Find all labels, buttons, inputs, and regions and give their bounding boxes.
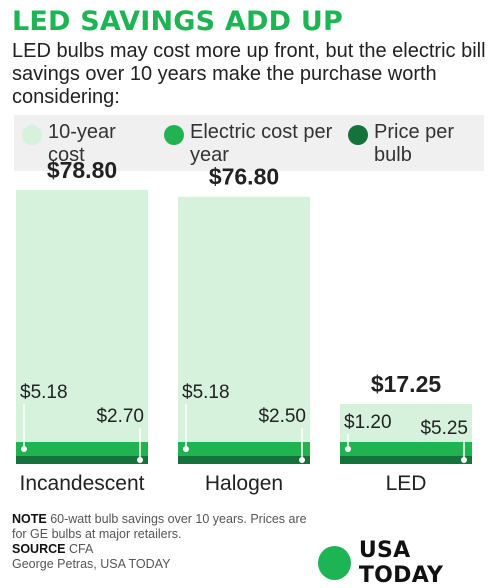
marker-price-halogen [299, 457, 305, 463]
label-price-incandescent: $2.70 [96, 406, 144, 427]
usa-today-logo: USA TODAY [318, 538, 498, 588]
category-label-incandescent: Incandescent [20, 472, 145, 495]
note-label: NOTE [12, 512, 47, 526]
marker-price-incandescent [137, 457, 143, 463]
bar-electric-incandescent [16, 442, 148, 456]
bar-electric-led [340, 442, 472, 456]
legend-swatch-price-per-bulb [348, 125, 368, 145]
label-10-year-led: $17.25 [371, 371, 442, 397]
category-label-led: LED [386, 472, 427, 495]
source-text: CFA [68, 542, 94, 556]
bar-10-year-halogen [178, 196, 310, 464]
footer-credit: George Petras, USA TODAY [12, 557, 171, 571]
marker-electric-led [345, 446, 351, 452]
legend-item-price-per-bulb: Price per bulb [348, 121, 478, 167]
source-label: SOURCE [12, 542, 66, 556]
label-electric-halogen: $5.18 [182, 382, 230, 403]
legend-swatch-electric-cost [164, 125, 184, 145]
label-10-year-incandescent: $78.80 [47, 157, 117, 183]
category-label-halogen: Halogen [205, 472, 283, 495]
bar-price-halogen [178, 456, 310, 464]
label-electric-led: $1.20 [344, 412, 392, 433]
footer-note: NOTE 60-watt bulb savings over 10 years.… [12, 512, 312, 542]
chart-subtitle: LED bulbs may cost more up front, but th… [12, 40, 486, 108]
logo-dot-icon [318, 546, 351, 580]
legend: 10-year cost Electric cost per year Pric… [14, 115, 484, 171]
bar-chart: $78.80 $5.18 $2.70 Incandescent $76.80 $5.18 $… [16, 157, 472, 495]
legend-item-10-year-cost: 10-year cost [22, 121, 152, 167]
marker-electric-halogen [183, 446, 189, 452]
chart-title: LED SAVINGS ADD UP [12, 6, 343, 37]
marker-price-led [461, 457, 467, 463]
footer: NOTE 60-watt bulb savings over 10 years.… [12, 512, 312, 572]
bar-electric-halogen [178, 442, 310, 456]
bar-price-led [340, 456, 472, 464]
legend-label-price-per-bulb: Price per bulb [374, 121, 455, 166]
legend-label-10-year-cost: 10-year cost [48, 121, 116, 166]
footer-source: SOURCE CFA [12, 542, 312, 557]
legend-label-electric-cost: Electric cost per year [190, 121, 333, 166]
legend-swatch-10-year-cost [22, 125, 42, 145]
label-10-year-halogen: $76.80 [209, 164, 279, 190]
marker-electric-incandescent [21, 446, 27, 452]
bar-price-incandescent [16, 456, 148, 464]
label-price-halogen: $2.50 [258, 406, 306, 427]
label-price-led: $5.25 [420, 418, 468, 439]
label-electric-incandescent: $5.18 [20, 382, 68, 403]
legend-item-electric-cost: Electric cost per year [164, 121, 334, 167]
note-text: 60-watt bulb savings over 10 years. Pric… [12, 512, 307, 541]
bar-10-year-incandescent [16, 189, 148, 464]
logo-text: USA TODAY [358, 538, 444, 588]
